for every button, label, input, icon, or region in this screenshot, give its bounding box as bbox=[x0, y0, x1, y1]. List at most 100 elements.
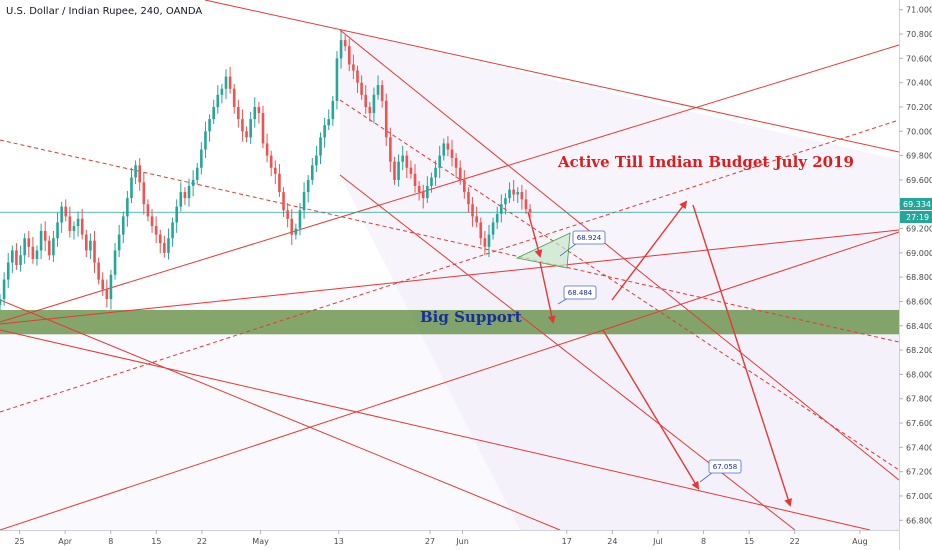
candle-body bbox=[347, 46, 351, 65]
candle-body bbox=[290, 218, 294, 235]
candle-body bbox=[430, 177, 433, 186]
projection-arrow bbox=[692, 204, 792, 507]
candle-body bbox=[352, 64, 355, 71]
last-price-badge bbox=[900, 198, 932, 210]
x-tick-label: May bbox=[252, 537, 269, 546]
candle-body bbox=[467, 192, 470, 205]
y-tick-label: 71.000 bbox=[906, 6, 932, 15]
candle-body bbox=[458, 167, 462, 180]
candle-body bbox=[319, 137, 322, 156]
candle-body bbox=[528, 209, 532, 213]
candle-body bbox=[413, 173, 417, 186]
candle-body bbox=[360, 82, 363, 95]
candle-body bbox=[60, 206, 63, 223]
candle-body bbox=[298, 210, 302, 229]
x-axis[interactable]: 25 Apr 8 15 22 May 13 27 Jun 17 24 Jul 8 15 22 Aug bbox=[14, 530, 868, 546]
candle-body bbox=[97, 262, 100, 280]
candle-body bbox=[265, 143, 269, 156]
candle-body bbox=[286, 210, 289, 219]
budget-annotation: Active Till Indian Budget July 2019 bbox=[557, 153, 854, 171]
candle-body bbox=[237, 106, 240, 120]
trend-line bbox=[0, 44, 899, 323]
candle-body bbox=[504, 198, 507, 205]
x-tick-label: 17 bbox=[562, 537, 572, 546]
y-tick-label: 67.000 bbox=[906, 492, 932, 501]
y-tick-label: 68.600 bbox=[906, 297, 932, 306]
candle-body bbox=[109, 274, 113, 300]
x-tick-label: 15 bbox=[744, 537, 754, 546]
y-tick-label: 67.800 bbox=[906, 395, 932, 404]
candle-body bbox=[84, 234, 88, 251]
candle-body bbox=[2, 279, 6, 300]
x-tick-label: 13 bbox=[334, 537, 344, 546]
candle-body bbox=[6, 262, 10, 280]
countdown-value: 27:19 bbox=[906, 213, 929, 222]
candle-body bbox=[393, 161, 396, 180]
y-tick-label: 70.000 bbox=[906, 127, 932, 136]
callout-box bbox=[708, 459, 742, 474]
candlestick-series bbox=[0, 30, 532, 310]
callout-pointer bbox=[559, 242, 578, 257]
support-band bbox=[0, 309, 899, 335]
x-tick-label: Jul bbox=[652, 537, 663, 546]
candle-body bbox=[512, 189, 515, 195]
candle-body bbox=[315, 155, 318, 166]
candle-body bbox=[117, 234, 121, 251]
candle-body bbox=[52, 238, 55, 256]
candle-body bbox=[23, 238, 26, 256]
candle-body bbox=[454, 158, 458, 168]
candle-body bbox=[446, 143, 450, 150]
candle-body bbox=[368, 106, 372, 114]
candle-body bbox=[417, 185, 421, 193]
x-tick-label: 24 bbox=[607, 537, 617, 546]
projection-arrow bbox=[527, 211, 543, 258]
candle-body bbox=[302, 192, 306, 211]
candle-body bbox=[56, 222, 59, 239]
candle-body bbox=[323, 125, 326, 138]
candle-body bbox=[356, 70, 359, 83]
candle-body bbox=[15, 250, 18, 265]
candle-body bbox=[27, 238, 31, 247]
candle-body bbox=[450, 149, 454, 159]
candle-body bbox=[384, 100, 388, 138]
candle-body bbox=[442, 143, 446, 156]
candle-body bbox=[126, 198, 129, 217]
trend-line bbox=[0, 329, 871, 530]
y-tick-label: 70.400 bbox=[906, 79, 932, 88]
candle-body bbox=[409, 167, 413, 174]
candle-body bbox=[179, 192, 183, 207]
pattern-triangle bbox=[515, 232, 571, 269]
candle-body bbox=[187, 185, 191, 199]
candle-body bbox=[150, 216, 154, 227]
candle-body bbox=[183, 192, 187, 199]
candle-body bbox=[224, 76, 228, 89]
trend-lines bbox=[0, 0, 899, 530]
x-tick-label: Apr bbox=[58, 537, 73, 546]
candle-body bbox=[167, 238, 170, 253]
candle-body bbox=[212, 106, 215, 120]
projection-arrows bbox=[527, 200, 792, 507]
candle-body bbox=[310, 165, 314, 180]
candle-body bbox=[31, 246, 35, 259]
projection-arrow bbox=[602, 329, 700, 490]
candle-body bbox=[471, 204, 474, 217]
y-tick-label: 69.600 bbox=[906, 176, 932, 185]
candle-body bbox=[228, 76, 232, 89]
candle-body bbox=[245, 131, 248, 138]
candle-body bbox=[19, 255, 22, 265]
candle-body bbox=[282, 192, 285, 211]
x-tick-label: 8 bbox=[108, 537, 113, 546]
y-tick-label: 70.600 bbox=[906, 54, 932, 63]
candle-body bbox=[438, 155, 441, 168]
x-tick-label: 15 bbox=[151, 537, 161, 546]
candle-body bbox=[130, 177, 133, 199]
y-tick-label: 68.400 bbox=[906, 322, 932, 331]
y-axis[interactable]: 71.000 70.800 70.600 70.400 70.200 70.000 69.8… bbox=[899, 6, 932, 526]
candle-body bbox=[491, 222, 495, 235]
candle-body bbox=[483, 238, 487, 247]
candle-body bbox=[105, 289, 109, 300]
y-tick-label: 70.800 bbox=[906, 30, 932, 39]
y-tick-label: 68.800 bbox=[906, 273, 932, 282]
candle-body bbox=[89, 240, 92, 251]
